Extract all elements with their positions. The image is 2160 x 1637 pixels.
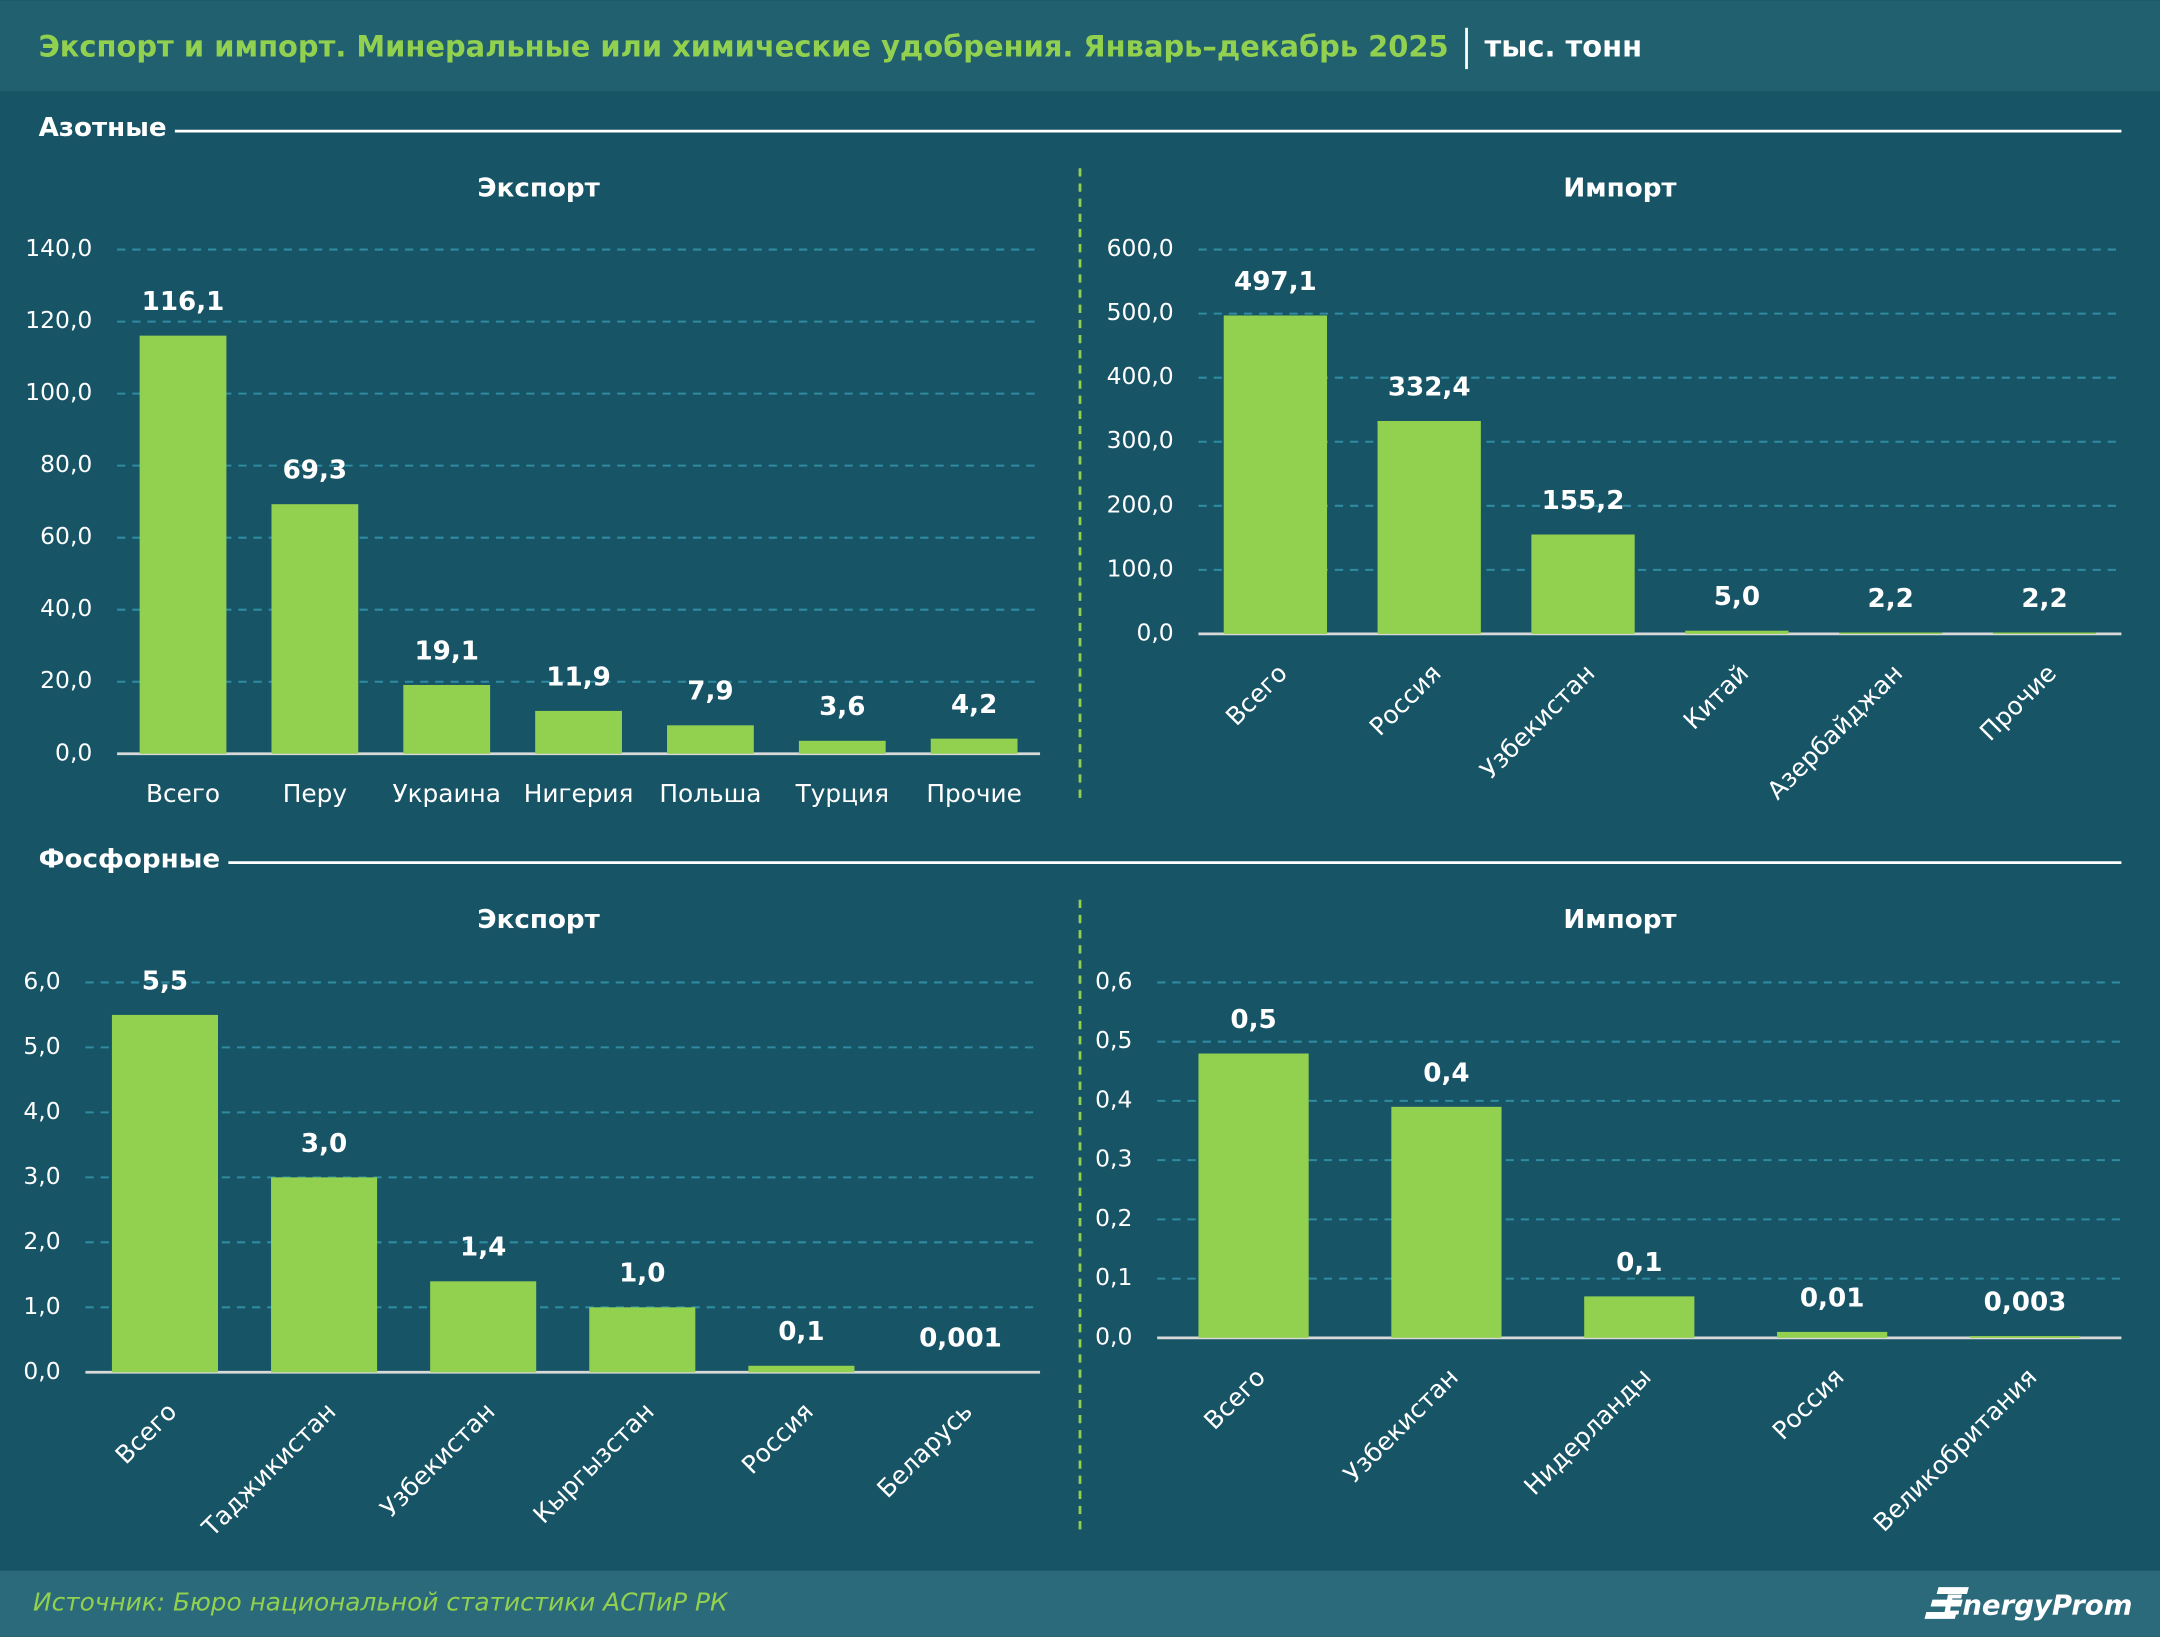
value-label: 3,0 — [301, 1129, 347, 1159]
value-label: 11,9 — [546, 662, 611, 692]
header-unit: тыс. тонн — [1484, 29, 1642, 63]
section-label: Фосфорные — [39, 844, 221, 874]
y-tick-label: 400,0 — [1107, 362, 1174, 390]
value-label: 0,5 — [1230, 1005, 1276, 1035]
value-label: 1,0 — [619, 1259, 665, 1289]
bar — [1198, 1053, 1309, 1338]
y-tick-label: 140,0 — [25, 234, 92, 262]
y-tick-label: 600,0 — [1107, 234, 1174, 262]
bar — [667, 725, 754, 754]
y-tick-label: 100,0 — [1107, 554, 1174, 582]
y-tick-label: 3,0 — [23, 1162, 60, 1190]
bar — [403, 684, 491, 754]
bar — [1223, 315, 1328, 634]
y-tick-label: 0,6 — [1095, 967, 1132, 995]
chart-title: Экспорт — [477, 905, 600, 935]
y-tick-label: 20,0 — [40, 666, 92, 694]
bar — [930, 738, 1018, 754]
y-tick-label: 200,0 — [1107, 490, 1174, 518]
chart-title: Импорт — [1563, 905, 1677, 935]
value-label: 69,3 — [283, 456, 348, 486]
y-tick-label: 100,0 — [25, 378, 92, 406]
y-tick-label: 2,0 — [23, 1227, 60, 1255]
value-label: 3,6 — [819, 692, 865, 722]
y-tick-label: 4,0 — [23, 1097, 60, 1125]
bar — [1992, 632, 2097, 634]
chart-title: Импорт — [1563, 173, 1677, 203]
value-label: 497,1 — [1234, 267, 1317, 297]
value-label: 0,1 — [1616, 1248, 1662, 1278]
header-bar — [0, 0, 2160, 92]
x-tick-label: Польша — [659, 779, 761, 808]
y-tick-label: 6,0 — [23, 967, 60, 995]
chart: Экспорт 0,0 20,0 40,0 60,0 80,0 100,0 120,0 140,… — [25, 173, 1041, 808]
y-tick-label: 1,0 — [23, 1292, 60, 1320]
y-tick-label: 60,0 — [40, 522, 92, 550]
bar — [271, 1177, 378, 1373]
bar — [1839, 632, 1943, 634]
bar — [1969, 1336, 2081, 1338]
value-label: 1,4 — [460, 1233, 506, 1263]
x-tick-label: Всего — [146, 779, 220, 808]
y-tick-label: 500,0 — [1107, 298, 1174, 326]
value-label: 5,0 — [1714, 582, 1760, 612]
bar — [1777, 1331, 1888, 1338]
y-tick-label: 0,2 — [1095, 1204, 1132, 1232]
y-tick-label: 0,0 — [1136, 618, 1173, 646]
x-tick-label: Украина — [392, 779, 500, 808]
value-label: 2,2 — [2021, 584, 2067, 614]
x-tick-label: Турция — [795, 779, 889, 808]
value-label: 0,01 — [1800, 1283, 1865, 1313]
y-tick-label: 0,0 — [55, 738, 92, 766]
y-tick-label: 40,0 — [40, 594, 92, 622]
value-label: 5,5 — [142, 966, 188, 996]
y-tick-label: 120,0 — [25, 306, 92, 334]
bar — [1377, 420, 1481, 634]
bar — [1584, 1296, 1695, 1338]
value-label: 0,001 — [919, 1324, 1002, 1354]
value-label: 155,2 — [1542, 486, 1625, 516]
y-tick-label: 0,5 — [1095, 1026, 1132, 1054]
x-tick-label: Нигерия — [524, 779, 634, 808]
header-separator — [1465, 27, 1468, 70]
value-label: 332,4 — [1388, 372, 1471, 402]
bar — [1391, 1106, 1502, 1338]
source: Источник: Бюро национальной статистики А… — [33, 1588, 729, 1617]
value-label: 0,003 — [1984, 1287, 2067, 1317]
bar — [111, 1014, 218, 1373]
header-title: Экспорт и импорт. Минеральные или химиче… — [39, 29, 1449, 63]
bar — [748, 1365, 855, 1373]
x-tick-label: Прочие — [926, 779, 1022, 808]
logo: EnergyProm — [1944, 1589, 2133, 1621]
chart-title: Экспорт — [477, 173, 600, 203]
bar — [139, 335, 227, 754]
bar — [535, 710, 622, 754]
footer-bar — [0, 1570, 2160, 1637]
y-tick-label: 0,3 — [1095, 1145, 1132, 1173]
bar — [271, 504, 359, 754]
value-label: 0,4 — [1423, 1058, 1469, 1088]
y-tick-label: 300,0 — [1107, 426, 1174, 454]
bar — [1531, 534, 1635, 634]
y-tick-label: 0,4 — [1095, 1085, 1132, 1113]
logo-icon — [1924, 1587, 1969, 1619]
bar — [798, 740, 886, 754]
y-tick-label: 5,0 — [23, 1032, 60, 1060]
y-tick-label: 0,0 — [1095, 1322, 1132, 1350]
bar — [589, 1307, 696, 1373]
value-label: 2,2 — [1868, 584, 1914, 614]
bar — [1685, 630, 1789, 634]
value-label: 4,2 — [951, 690, 997, 720]
section-label: Азотные — [39, 113, 167, 143]
value-label: 116,1 — [142, 287, 225, 317]
value-label: 19,1 — [414, 636, 479, 666]
y-tick-label: 0,0 — [23, 1357, 60, 1385]
value-label: 0,1 — [778, 1317, 824, 1347]
y-tick-label: 0,1 — [1095, 1263, 1132, 1291]
bar — [430, 1281, 537, 1373]
x-tick-label: Перу — [283, 779, 347, 808]
value-label: 7,9 — [687, 677, 733, 707]
y-tick-label: 80,0 — [40, 450, 92, 478]
